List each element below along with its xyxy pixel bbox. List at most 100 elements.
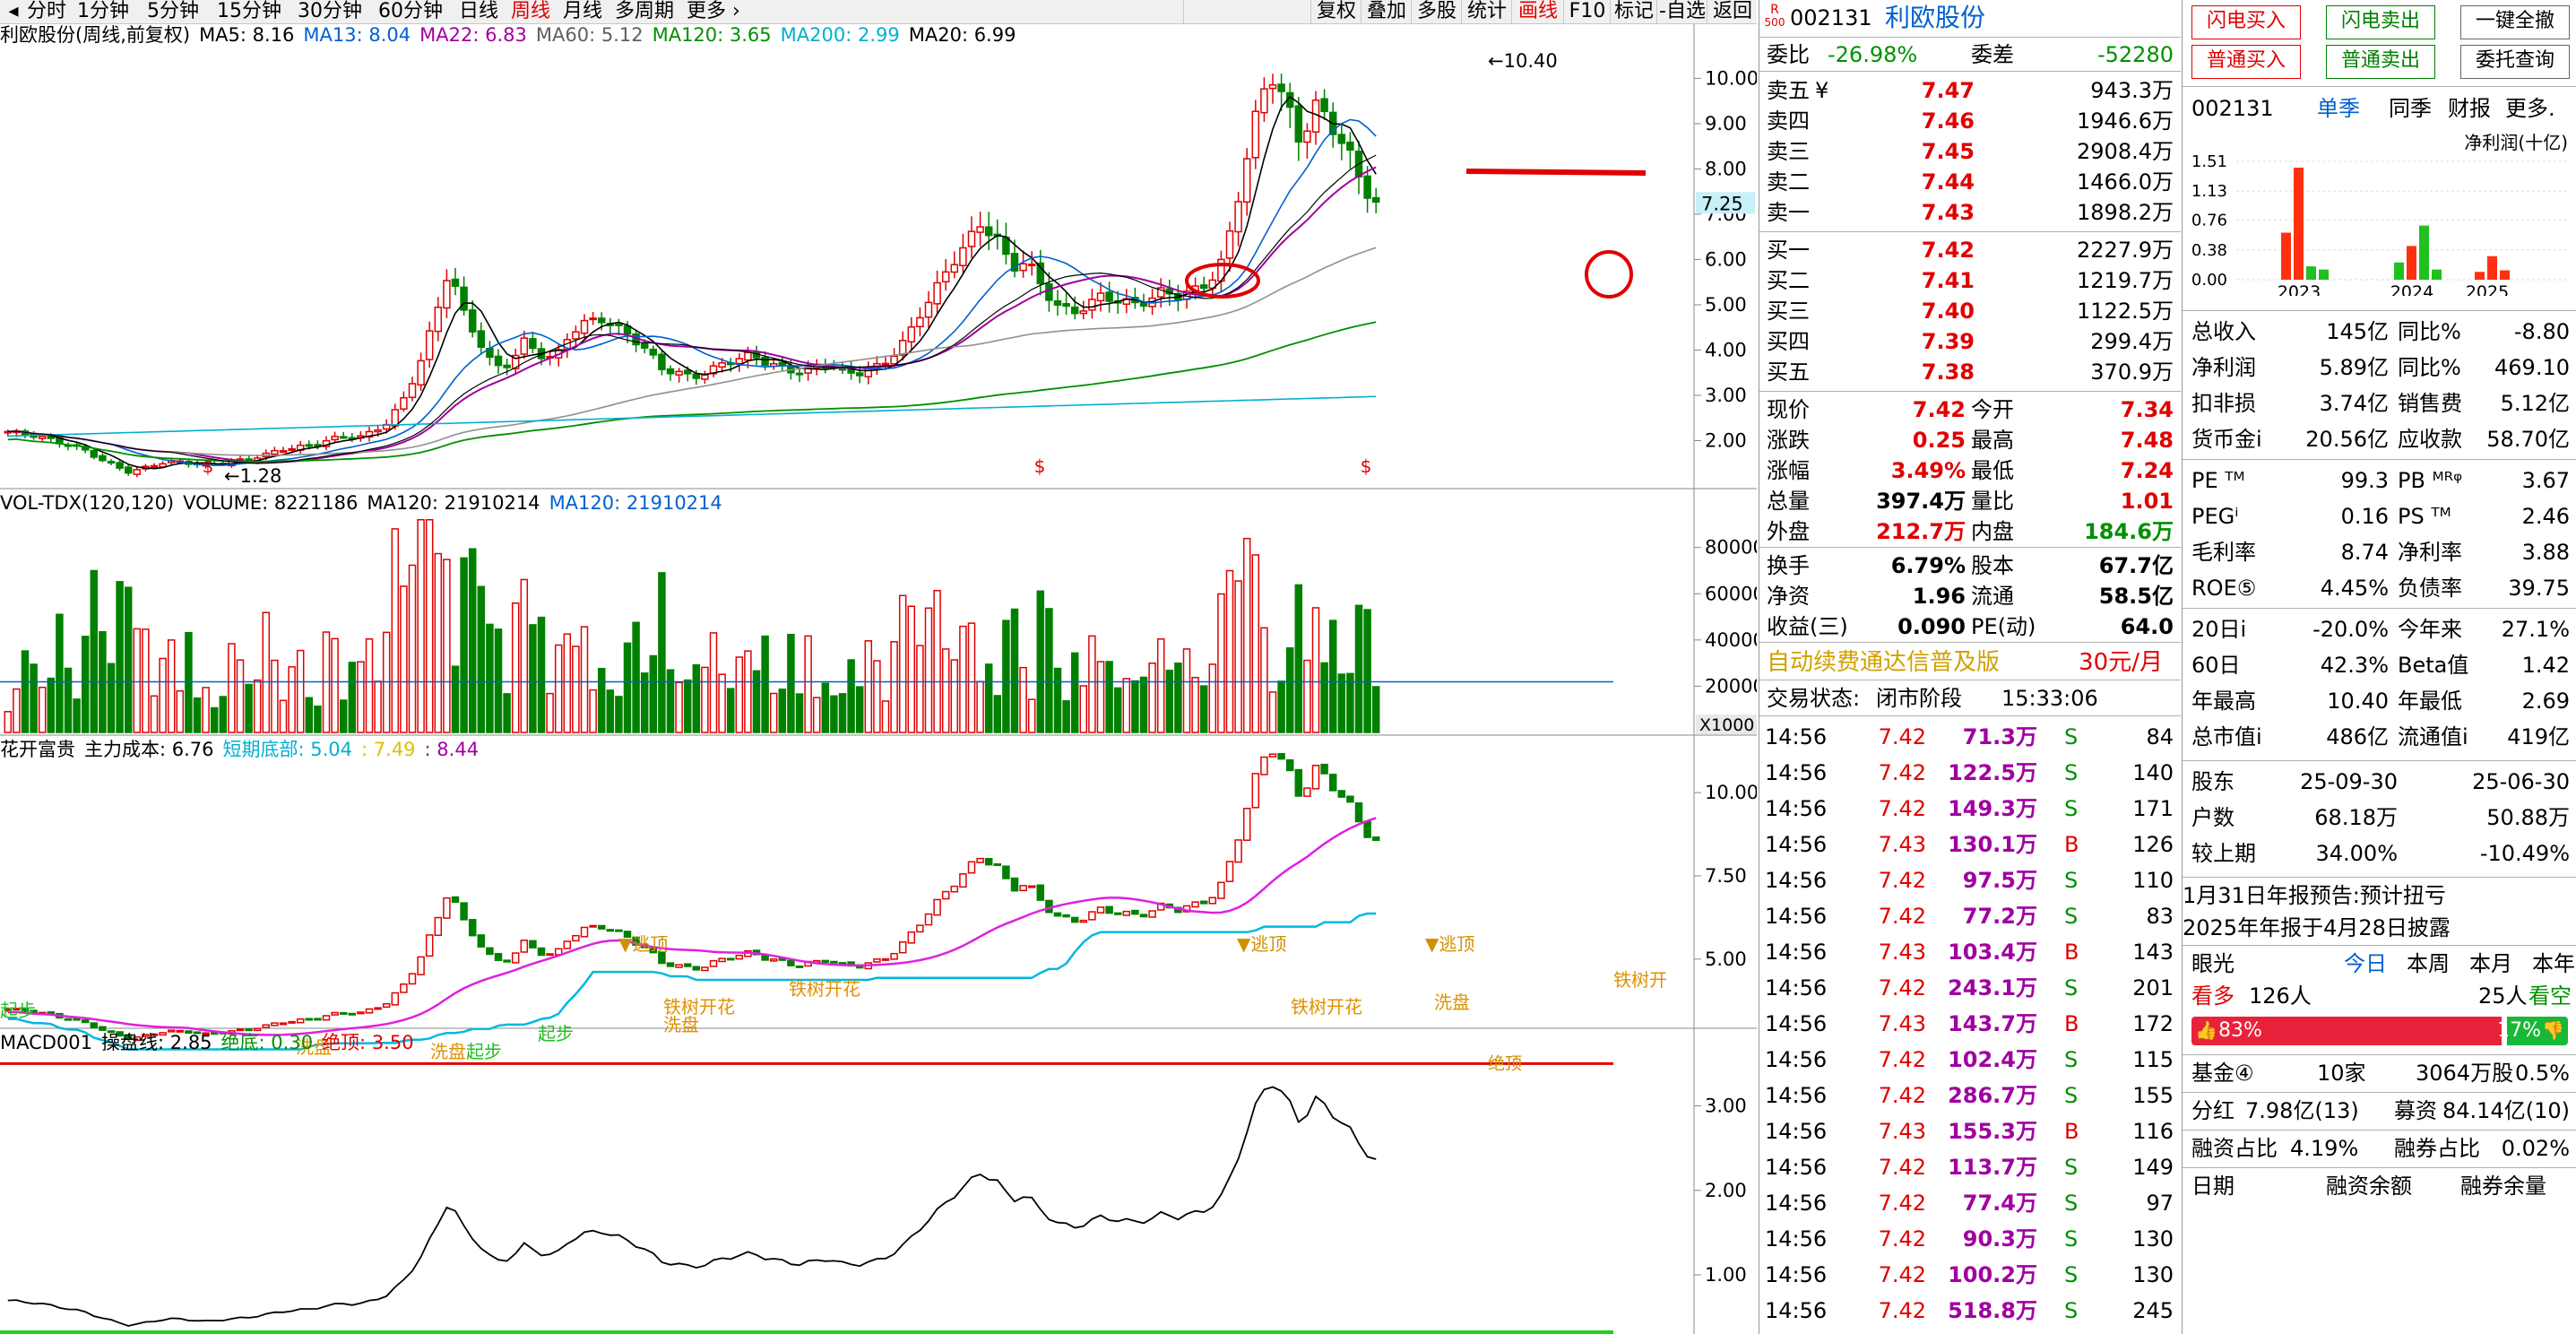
f10-tab-3[interactable]: 更多. xyxy=(2505,96,2555,121)
eye-tab-2[interactable]: 本月 xyxy=(2469,951,2512,976)
tick-row-12[interactable]: 14:56 7.42 113.7万 S 149 xyxy=(1765,1155,2174,1180)
tick-row-13[interactable]: 14:56 7.42 77.4万 S 97 xyxy=(1765,1191,2174,1216)
kline-chart-area[interactable]: 10.00 9.00 8.00 7.00 6.00 5.00 4.00 3.00 2.00 7.2… xyxy=(0,24,1757,1334)
left-arrow-icon[interactable]: ◂ xyxy=(8,0,19,22)
period-9[interactable]: 多周期 xyxy=(615,0,675,22)
period-4[interactable]: 30分钟 xyxy=(298,0,362,22)
period-7[interactable]: 周线 xyxy=(511,0,551,22)
period-3[interactable]: 15分钟 xyxy=(217,0,281,22)
candle-body-122 xyxy=(1053,299,1062,307)
vol-ylabel-3: 20000 xyxy=(1705,675,1757,697)
toolbar-btn-4[interactable]: 画线 xyxy=(1511,0,1564,23)
bid-row-3[interactable]: 买四 7.39 299.4万 xyxy=(1767,329,2174,354)
hkfg-candle-117 xyxy=(1010,877,1019,892)
candle-body-140 xyxy=(1208,279,1217,290)
stock-name[interactable]: 利欧股份 xyxy=(1885,3,1986,32)
eye-tab-3[interactable]: 本年 xyxy=(2532,951,2575,976)
tick-row-5[interactable]: 14:56 7.42 77.2万 S 83 xyxy=(1765,904,2174,929)
notice-1[interactable]: 1月31日年报预告:预计扭亏 xyxy=(2183,883,2446,908)
tick-row-0[interactable]: 14:56 7.42 71.3万 S 84 xyxy=(1765,724,2174,749)
ask-row-0[interactable]: 卖五 ¥7.47 943.3万 xyxy=(1767,78,2174,103)
tick-row-8[interactable]: 14:56 7.43 143.7万 B 172 xyxy=(1765,1011,2174,1036)
stat-row-0: 现价 7.42 今开 7.34 xyxy=(1767,397,2174,422)
vol-ylabel-0: 80000 xyxy=(1705,537,1757,559)
tick-row-11[interactable]: 14:56 7.43 155.3万 B 116 xyxy=(1765,1119,2174,1144)
kline-chart-svg[interactable]: 10.009.008.007.006.005.004.003.002.007.2… xyxy=(0,24,1757,1334)
candle-body-77 xyxy=(666,368,675,375)
hkfg-candle-46 xyxy=(400,983,408,993)
hkfg-candle-51 xyxy=(443,897,451,919)
tick-row-14[interactable]: 14:56 7.42 90.3万 S 130 xyxy=(1765,1226,2174,1252)
tick-row-1[interactable]: 14:56 7.42 122.5万 S 140 xyxy=(1765,760,2174,785)
ask-row-1[interactable]: 卖四 7.46 1946.6万 xyxy=(1767,108,2174,134)
toolbar-btn-3[interactable]: 统计 xyxy=(1461,0,1512,23)
vol-bar-127 xyxy=(1096,661,1105,733)
period-1[interactable]: 1分钟 xyxy=(77,0,129,22)
tick-row-9[interactable]: 14:56 7.42 102.4万 S 115 xyxy=(1765,1047,2174,1072)
period-0[interactable]: 分时 xyxy=(27,0,67,22)
mini-bar-10 xyxy=(2500,270,2510,280)
bid-row-2[interactable]: 买三 7.40 1122.5万 xyxy=(1767,299,2174,324)
hkfg-candle-42 xyxy=(365,1008,374,1014)
vol-bar-67 xyxy=(580,626,589,733)
eye-tab-1[interactable]: 本周 xyxy=(2407,951,2450,976)
toolbar-btn-7[interactable]: -自选 xyxy=(1656,0,1707,23)
tick-row-15[interactable]: 14:56 7.42 100.2万 S 130 xyxy=(1765,1262,2174,1287)
ask-row-4[interactable]: 卖一 7.43 1898.2万 xyxy=(1767,200,2174,225)
eye-tab-0[interactable]: 今日 xyxy=(2344,951,2387,976)
toolbar-btn-0[interactable]: 复权 xyxy=(1310,0,1361,23)
mini-bar-4 xyxy=(2394,262,2404,280)
bid-row-4[interactable]: 买五 7.38 370.9万 xyxy=(1767,359,2174,385)
macd-line-seg xyxy=(7,1086,1377,1327)
period-5[interactable]: 60分钟 xyxy=(378,0,443,22)
f10-tab-2[interactable]: 财报 xyxy=(2448,96,2491,121)
toolbar-btn-2[interactable]: 多股 xyxy=(1411,0,1462,23)
vol-bar-83 xyxy=(718,673,726,733)
tick-row-3[interactable]: 14:56 7.43 130.1万 B 126 xyxy=(1765,832,2174,857)
hkfg-candle-141 xyxy=(1217,881,1225,899)
candle-body-126 xyxy=(1088,299,1096,311)
trade-btn-0[interactable]: 闪电买入 xyxy=(2191,5,2301,39)
ask-row-3[interactable]: 卖二 7.44 1466.0万 xyxy=(1767,169,2174,195)
period-6[interactable]: 日线 xyxy=(459,0,499,22)
stat-row-4: 外盘 212.7万 内盘 184.6万 xyxy=(1767,519,2174,544)
trade-btn-1[interactable]: 闪电卖出 xyxy=(2326,5,2435,39)
f10-tab-0[interactable]: 单季 xyxy=(2317,96,2360,121)
toolbar-btn-5[interactable]: F10 xyxy=(1563,0,1611,23)
vol-bar-62 xyxy=(537,616,546,733)
fin3-row-1: 60日 42.3% Beta值 1.42 xyxy=(2191,653,2570,678)
hkfg-candle-21 xyxy=(185,1030,193,1034)
period-10[interactable]: 更多 › xyxy=(687,0,740,22)
notice-2[interactable]: 2025年年报于4月28日披露 xyxy=(2183,915,2451,940)
tick-row-16[interactable]: 14:56 7.42 518.8万 S 245 xyxy=(1765,1298,2174,1323)
tick-row-7[interactable]: 14:56 7.42 243.1万 S 201 xyxy=(1765,975,2174,1000)
hkfg-candle-66 xyxy=(572,934,580,942)
tick-row-10[interactable]: 14:56 7.42 286.7万 S 155 xyxy=(1765,1083,2174,1108)
hkfg-candle-39 xyxy=(339,1011,348,1015)
ad-banner[interactable]: 自动续费通达信普及版 30元/月 xyxy=(1759,647,2181,678)
tick-row-4[interactable]: 14:56 7.42 97.5万 S 110 xyxy=(1765,868,2174,893)
f10-tab-1[interactable]: 同季 xyxy=(2389,96,2432,121)
trade-btn-2[interactable]: 一键全撤 xyxy=(2460,5,2570,39)
last-price-tag: 7.25 xyxy=(1701,193,1743,214)
tick-row-6[interactable]: 14:56 7.43 103.4万 B 143 xyxy=(1765,940,2174,965)
trade-btn2-2[interactable]: 委托查询 xyxy=(2460,45,2570,79)
tick-row-2[interactable]: 14:56 7.42 149.3万 S 171 xyxy=(1765,796,2174,821)
trade-btn2-0[interactable]: 普通买入 xyxy=(2191,45,2301,79)
toolbar-btn-6[interactable]: 标记 xyxy=(1610,0,1657,23)
toolbar-btn-1[interactable]: 叠加 xyxy=(1361,0,1412,23)
vol-bar-19 xyxy=(167,639,176,733)
toolbar-btn-8[interactable]: 返回 xyxy=(1707,0,1758,23)
vol-unit-bg xyxy=(1696,715,1757,734)
bid-row-1[interactable]: 买二 7.41 1219.7万 xyxy=(1767,268,2174,293)
hkfg-candle-145 xyxy=(1251,773,1260,809)
period-8[interactable]: 月线 xyxy=(563,0,603,22)
vol-bar-5 xyxy=(47,677,56,733)
ask-row-2[interactable]: 卖三 7.45 2908.4万 xyxy=(1767,139,2174,164)
candle-body-108 xyxy=(933,282,941,305)
trade-btn2-1[interactable]: 普通卖出 xyxy=(2326,45,2435,79)
vol-bar-134 xyxy=(1156,638,1165,733)
bid-row-0[interactable]: 买一 7.42 2227.9万 xyxy=(1767,238,2174,263)
vol-bar-135 xyxy=(1165,670,1174,733)
period-2[interactable]: 5分钟 xyxy=(147,0,199,22)
